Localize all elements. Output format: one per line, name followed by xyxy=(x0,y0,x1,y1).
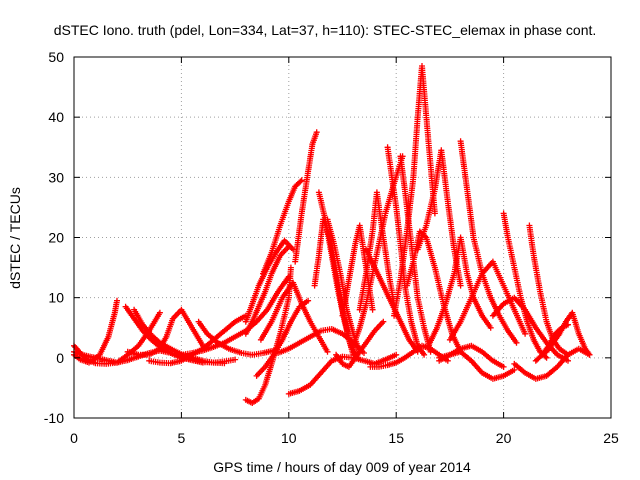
data-series xyxy=(425,234,494,349)
data-point-markers xyxy=(367,342,451,370)
data-point-markers xyxy=(436,348,518,382)
data-point-markers xyxy=(260,177,305,277)
x-axis-ticks: 0 5 10 15 20 25 xyxy=(70,57,619,446)
data-point-markers xyxy=(195,318,277,358)
data-series xyxy=(511,345,593,382)
data-series xyxy=(292,129,320,265)
data-series xyxy=(532,321,571,364)
x-axis-label: GPS time / hours of day 009 of year 2014 xyxy=(213,459,471,475)
data-point-markers xyxy=(391,63,438,319)
y-tick-label: 30 xyxy=(48,169,64,185)
y-tick-label: 0 xyxy=(56,350,64,366)
data-point-markers xyxy=(242,243,292,337)
data-point-markers xyxy=(333,318,387,370)
data-series xyxy=(526,222,571,358)
data-points xyxy=(71,63,593,406)
data-series xyxy=(195,318,277,358)
data-series xyxy=(436,348,518,382)
data-series xyxy=(391,63,438,319)
data-point-markers xyxy=(285,351,400,397)
x-tick-label: 0 xyxy=(70,430,78,446)
x-tick-label: 25 xyxy=(603,430,619,446)
data-point-markers xyxy=(350,153,406,349)
data-series xyxy=(124,306,206,358)
data-series xyxy=(253,297,312,379)
x-tick-label: 15 xyxy=(388,430,404,446)
y-axis-label: dSTEC / TECUs xyxy=(7,187,23,289)
data-series xyxy=(260,177,305,277)
data-series xyxy=(350,153,406,349)
data-series xyxy=(242,243,292,337)
data-point-markers xyxy=(425,234,494,349)
y-tick-label: 20 xyxy=(48,230,64,246)
y-axis-ticks: -10 0 10 20 30 40 50 xyxy=(44,49,611,426)
data-point-markers xyxy=(124,306,206,358)
data-series xyxy=(285,351,400,397)
y-tick-label: -10 xyxy=(44,410,64,426)
chart-title: dSTEC Iono. truth (pdel, Lon=334, Lat=37… xyxy=(54,22,597,38)
y-tick-label: 40 xyxy=(48,109,64,125)
y-tick-label: 10 xyxy=(48,290,64,306)
data-point-markers xyxy=(457,138,520,346)
data-point-markers xyxy=(532,321,571,364)
data-point-markers xyxy=(511,345,593,382)
data-point-markers xyxy=(339,222,376,319)
data-point-markers xyxy=(292,129,320,265)
x-tick-label: 20 xyxy=(496,430,512,446)
x-tick-label: 10 xyxy=(281,430,297,446)
data-series xyxy=(339,222,376,319)
x-tick-label: 5 xyxy=(178,430,186,446)
data-series xyxy=(333,318,387,370)
data-series xyxy=(367,342,451,370)
data-point-markers xyxy=(253,297,312,379)
data-point-markers xyxy=(526,222,571,358)
y-tick-label: 50 xyxy=(48,49,64,65)
data-series xyxy=(457,138,520,346)
